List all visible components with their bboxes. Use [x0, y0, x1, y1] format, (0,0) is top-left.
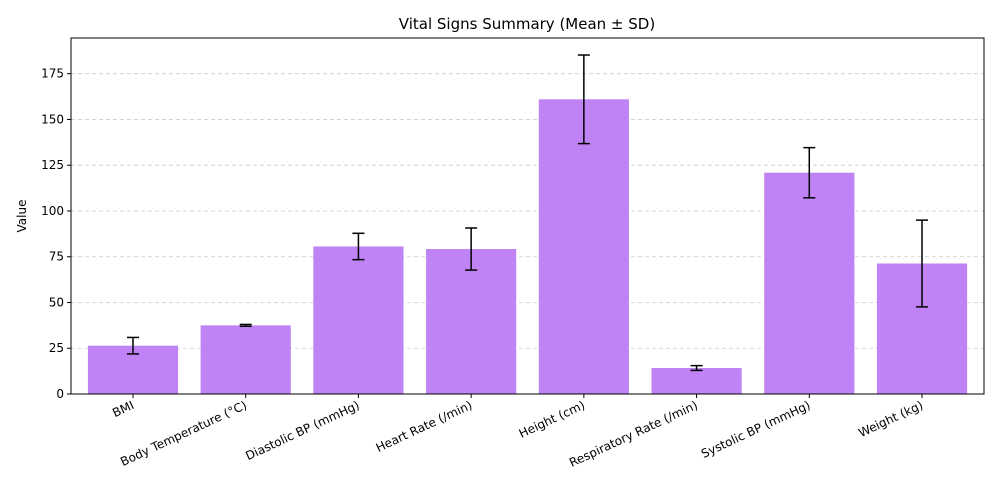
y-axis-ticks: 0 25 50 75 100 125 150 175: [41, 67, 71, 401]
bar: [538, 99, 629, 394]
y-tick-label: 125: [41, 158, 64, 172]
x-tick-label: Weight (kg): [856, 398, 925, 440]
y-tick-label: 0: [56, 387, 64, 401]
x-tick-label: Heart Rate (/min): [374, 398, 475, 455]
x-tick-label: Respiratory Rate (/min): [567, 398, 700, 470]
y-tick-label: 25: [49, 341, 64, 355]
x-tick-label: BMI: [110, 398, 136, 420]
chart-title: Vital Signs Summary (Mean ± SD): [399, 15, 655, 33]
x-tick-label: Body Temperature (°C): [118, 398, 249, 469]
y-axis-label: Value: [15, 200, 29, 233]
bar: [313, 246, 404, 394]
plot-frame: [70, 37, 985, 395]
bar: [200, 325, 291, 394]
x-tick-label: Systolic BP (mmHg): [699, 398, 813, 461]
bar: [651, 368, 742, 394]
bar: [764, 172, 855, 394]
y-tick-label: 75: [49, 250, 64, 264]
y-tick-label: 100: [41, 204, 64, 218]
y-tick-label: 150: [41, 112, 64, 126]
x-tick-label: Diastolic BP (mmHg): [243, 398, 361, 463]
bar: [426, 249, 517, 394]
y-tick-label: 175: [41, 67, 64, 81]
error-bars-group: [126, 54, 929, 372]
x-tick-label: Height (cm): [517, 398, 587, 441]
y-tick-label: 50: [49, 295, 64, 309]
bars-group: [87, 99, 968, 394]
